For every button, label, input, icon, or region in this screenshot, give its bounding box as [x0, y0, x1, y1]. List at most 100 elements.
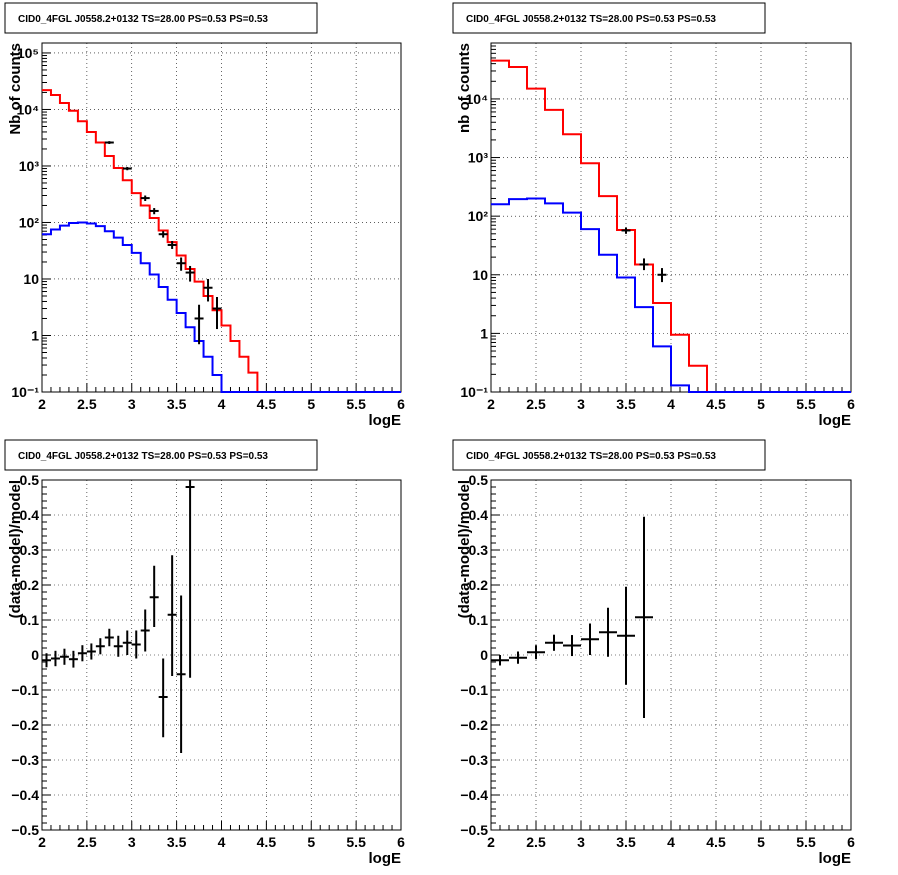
data-point — [545, 634, 563, 651]
y-axis-label: (data-model)/model — [7, 480, 24, 618]
data-point — [167, 241, 177, 249]
panel-title-box — [452, 439, 766, 471]
data-point — [509, 651, 527, 664]
x-axis-label: logE — [369, 412, 402, 429]
data-point — [104, 141, 114, 144]
data-point — [158, 231, 168, 238]
data-point — [639, 258, 649, 271]
x-axis-label: logE — [819, 412, 852, 429]
x-tick-label: 6 — [397, 396, 405, 412]
x-tick-label: 6 — [397, 834, 405, 850]
histogram-series — [491, 59, 851, 393]
x-tick-label: 4 — [218, 834, 226, 850]
x-tick-label: 4.5 — [706, 834, 726, 850]
x-tick-label: 5 — [757, 396, 765, 412]
x-tick-label: 2 — [38, 834, 46, 850]
y-tick-label: 10² — [468, 208, 489, 224]
panel-title: CID0_4FGL J0558.2+0132 TS=28.00 PS=0.53 … — [466, 451, 716, 462]
data-point — [122, 630, 132, 655]
x-tick-label: 5 — [307, 396, 315, 412]
x-tick-label: 3 — [577, 396, 585, 412]
x-axis-label: logE — [369, 850, 402, 867]
data-point — [176, 595, 186, 753]
y-tick-label: −0.1 — [11, 682, 39, 698]
x-tick-label: 5 — [307, 834, 315, 850]
panel-title-box — [4, 439, 318, 471]
y-tick-label: 10 — [472, 267, 488, 283]
x-tick-label: 5.5 — [796, 396, 816, 412]
data-point — [59, 648, 69, 665]
data-point — [131, 630, 141, 659]
y-tick-label: 0.5 — [469, 472, 489, 488]
x-tick-label: 4.5 — [706, 396, 726, 412]
x-tick-label: 3.5 — [167, 834, 187, 850]
x-tick-label: 5.5 — [346, 834, 366, 850]
x-tick-label: 3 — [128, 834, 136, 850]
data-point — [42, 653, 51, 668]
y-tick-label: 0.2 — [20, 577, 40, 593]
panel-title: CID0_4FGL J0558.2+0132 TS=28.00 PS=0.53 … — [18, 451, 268, 462]
data-point — [194, 304, 204, 345]
data-point — [140, 609, 150, 652]
y-tick-label: 10 — [23, 271, 39, 287]
x-tick-label: 4 — [218, 396, 226, 412]
y-tick-label: 0.2 — [469, 577, 489, 593]
y-tick-label: 10⁻¹ — [11, 384, 39, 400]
data-point — [527, 645, 545, 660]
x-tick-label: 2 — [38, 396, 46, 412]
y-tick-label: −0.4 — [11, 787, 39, 803]
y-tick-label: −0.4 — [460, 787, 488, 803]
y-axis-label: (data-model)/model — [456, 480, 473, 618]
data-point — [95, 638, 105, 655]
x-tick-label: 3.5 — [616, 396, 636, 412]
x-tick-label: 6 — [847, 834, 855, 850]
data-point — [212, 296, 222, 330]
x-tick-label: 5 — [757, 834, 765, 850]
x-tick-label: 5.5 — [346, 396, 366, 412]
data-point — [621, 227, 631, 234]
x-tick-label: 2.5 — [77, 396, 97, 412]
data-point — [113, 635, 123, 657]
data-point — [635, 516, 653, 718]
panel-counts-left: CID0_4FGL J0558.2+0132 TS=28.00 PS=0.53 … — [4, 2, 405, 429]
data-point — [617, 586, 635, 685]
y-tick-label: 10⁴ — [17, 101, 40, 117]
histogram-series — [42, 221, 401, 393]
panel-title: CID0_4FGL J0558.2+0132 TS=28.00 PS=0.53 … — [466, 14, 716, 25]
data-point — [176, 257, 186, 271]
y-tick-label: −0.5 — [460, 822, 488, 838]
y-tick-label: −0.2 — [460, 717, 488, 733]
y-tick-label: 10³ — [468, 150, 489, 166]
data-point — [140, 195, 150, 201]
histogram-series — [491, 197, 851, 393]
data-point — [77, 645, 87, 662]
x-tick-label: 4.5 — [257, 396, 277, 412]
y-tick-label: 0 — [480, 647, 488, 663]
y-tick-label: 1 — [480, 325, 488, 341]
x-tick-label: 2.5 — [526, 396, 546, 412]
data-point — [657, 268, 667, 283]
y-tick-label: 10³ — [19, 158, 40, 174]
x-tick-label: 2 — [487, 834, 495, 850]
y-tick-label: −0.1 — [460, 682, 488, 698]
panel-residuals-right: CID0_4FGL J0558.2+0132 TS=28.00 PS=0.53 … — [452, 439, 855, 867]
x-tick-label: 3.5 — [616, 834, 636, 850]
data-point — [491, 655, 509, 666]
y-tick-label: 0.1 — [469, 612, 489, 628]
x-axis-label: logE — [819, 850, 852, 867]
data-point — [122, 166, 132, 171]
data-point — [185, 265, 195, 282]
x-tick-label: 4 — [667, 396, 675, 412]
x-tick-label: 3 — [128, 396, 136, 412]
data-point — [581, 623, 599, 655]
y-tick-label: 0.4 — [469, 507, 489, 523]
y-tick-label: 10⁵ — [17, 45, 39, 61]
data-point — [167, 555, 177, 676]
panel-title-box — [4, 2, 318, 34]
x-tick-label: 2 — [487, 396, 495, 412]
x-tick-label: 2.5 — [526, 834, 546, 850]
x-tick-label: 4.5 — [257, 834, 277, 850]
y-tick-label: 0 — [31, 647, 39, 663]
y-tick-label: 10⁴ — [466, 91, 489, 107]
